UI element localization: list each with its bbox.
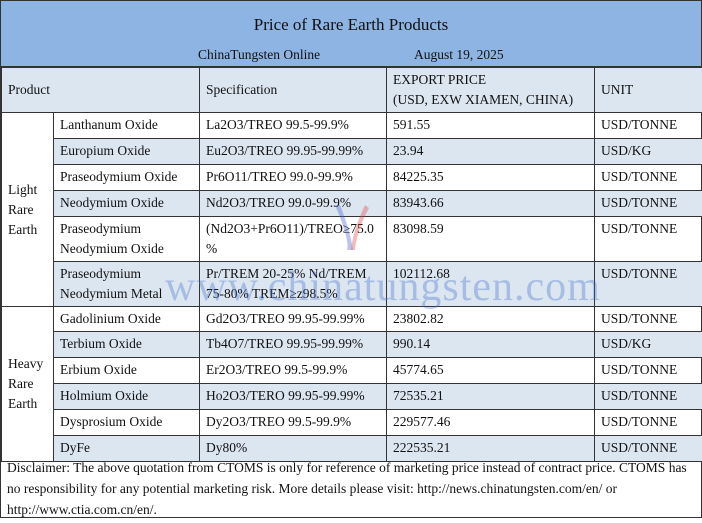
price-cell: 229577.46 (387, 410, 595, 436)
price-cell: 72535.21 (387, 384, 595, 410)
header-price-line1: EXPORT PRICE (393, 72, 486, 87)
header-price-line2: (USD, EXW XIAMEN, CHINA) (393, 92, 573, 107)
unit-cell: USD/TONNE (595, 358, 702, 384)
spec-cell: (Nd2O3+Pr6O11)/TREO≥75.0 % (200, 217, 387, 262)
product-cell: Erbium Oxide (54, 358, 200, 384)
header-price: EXPORT PRICE (USD, EXW XIAMEN, CHINA) (387, 68, 595, 113)
product-cell: Praseodymium Neodymium Metal (54, 262, 200, 307)
header-unit: UNIT (595, 68, 702, 113)
product-cell: Praseodymium Oxide (54, 165, 200, 191)
price-cell: 83098.59 (387, 217, 595, 262)
spec-cell: Gd2O3/TREO 99.95-99.99% (200, 307, 387, 332)
product-cell: Gadolinium Oxide (54, 307, 200, 332)
price-cell: 45774.65 (387, 358, 595, 384)
spec-cell: Pr6O11/TREO 99.0-99.9% (200, 165, 387, 191)
unit-cell: USD/TONNE (595, 307, 702, 332)
spec-cell: Dy2O3/TREO 99.5-99.9% (200, 410, 387, 436)
price-cell: 23802.82 (387, 307, 595, 332)
spec-cell: Er2O3/TREO 99.5-99.9% (200, 358, 387, 384)
unit-cell: USD/KG (595, 332, 702, 358)
unit-cell: USD/TONNE (595, 217, 702, 262)
unit-cell: USD/TONNE (595, 165, 702, 191)
source-label: ChinaTungsten Online (198, 47, 320, 63)
product-cell: Lanthanum Oxide (54, 113, 200, 139)
spec-cell: Eu2O3/TREO 99.95-99.99% (200, 139, 387, 165)
unit-cell: USD/TONNE (595, 262, 702, 307)
date-label: August 19, 2025 (414, 47, 504, 63)
table-row: Praseodymium Neodymium Oxide(Nd2O3+Pr6O1… (2, 217, 702, 262)
unit-cell: USD/TONNE (595, 191, 702, 217)
header-row: Product Specification EXPORT PRICE (USD, … (2, 68, 702, 113)
spec-cell: Nd2O3/TREO 99.0-99.9% (200, 191, 387, 217)
product-cell: Neodymium Oxide (54, 191, 200, 217)
product-cell: Dysprosium Oxide (54, 410, 200, 436)
spec-cell: La2O3/TREO 99.5-99.9% (200, 113, 387, 139)
header-spec: Specification (200, 68, 387, 113)
price-cell: 591.55 (387, 113, 595, 139)
category-cell: Light Rare Earth (2, 113, 54, 307)
spec-cell: Tb4O7/TREO 99.95-99.99% (200, 332, 387, 358)
price-cell: 23.94 (387, 139, 595, 165)
product-cell: Terbium Oxide (54, 332, 200, 358)
unit-cell: USD/TONNE (595, 410, 702, 436)
category-cell: Heavy Rare Earth (2, 307, 54, 462)
price-cell: 83943.66 (387, 191, 595, 217)
page-title: Price of Rare Earth Products (1, 15, 701, 35)
disclaimer: Disclaimer: The above quotation from CTO… (1, 454, 701, 523)
spec-cell: Ho2O3/TERO 99.95-99.99% (200, 384, 387, 410)
product-cell: Europium Oxide (54, 139, 200, 165)
price-cell: 102112.68 (387, 262, 595, 307)
product-cell: Praseodymium Neodymium Oxide (54, 217, 200, 262)
spec-cell: Pr/TREM 20-25% Nd/TREM 75-80% TREM≥z98.5… (200, 262, 387, 307)
unit-cell: USD/TONNE (595, 384, 702, 410)
price-cell: 990.14 (387, 332, 595, 358)
unit-cell: USD/KG (595, 139, 702, 165)
header-product: Product (2, 68, 200, 113)
title-banner: Price of Rare Earth Products ChinaTungst… (1, 1, 701, 67)
product-cell: Holmium Oxide (54, 384, 200, 410)
unit-cell: USD/TONNE (595, 113, 702, 139)
price-table: Product Specification EXPORT PRICE (USD, … (1, 67, 702, 462)
price-cell: 84225.35 (387, 165, 595, 191)
